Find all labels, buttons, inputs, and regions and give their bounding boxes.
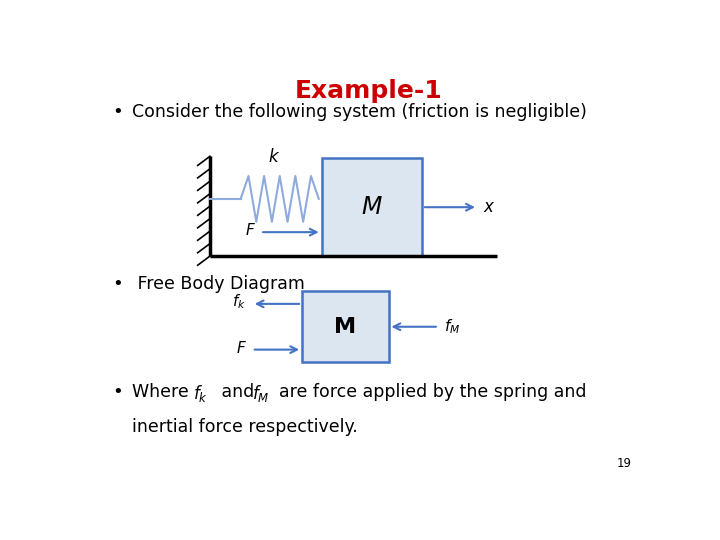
Text: •: •	[112, 383, 123, 401]
Text: 19: 19	[616, 457, 631, 470]
Text: •: •	[112, 275, 123, 293]
Text: Consider the following system (friction is negligible): Consider the following system (friction …	[132, 103, 587, 121]
Text: Where: Where	[132, 383, 194, 401]
Text: $f_k$: $f_k$	[233, 293, 246, 311]
Text: $f_M$: $f_M$	[444, 318, 461, 336]
Text: and: and	[215, 383, 259, 401]
Bar	[322, 158, 422, 256]
Text: $F$: $F$	[245, 222, 256, 238]
Text: Free Body Diagram: Free Body Diagram	[132, 275, 305, 293]
Text: inertial force respectively.: inertial force respectively.	[132, 418, 358, 436]
Text: Example-1: Example-1	[295, 79, 443, 103]
Text: $F$: $F$	[236, 340, 248, 355]
Text: $f_M$: $f_M$	[252, 383, 269, 404]
Text: $\mathit{M}$: $\mathit{M}$	[361, 195, 382, 219]
Text: $k$: $k$	[268, 147, 280, 166]
Text: $f_k$: $f_k$	[193, 383, 208, 404]
Bar	[302, 292, 389, 362]
Text: are force applied by the spring and: are force applied by the spring and	[279, 383, 586, 401]
Text: •: •	[112, 103, 123, 121]
Text: $x$: $x$	[483, 198, 496, 216]
Text: M: M	[334, 317, 356, 337]
